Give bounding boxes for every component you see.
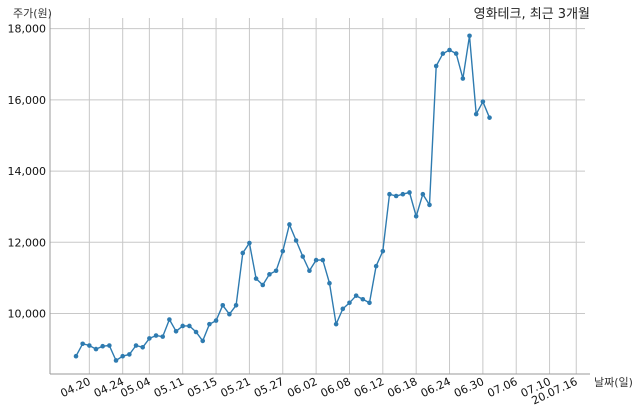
price-series (73, 33, 492, 363)
data-point (387, 191, 392, 197)
data-point (453, 51, 459, 56)
data-point (380, 248, 386, 254)
data-point (440, 51, 446, 56)
data-point (313, 257, 319, 263)
data-point (293, 238, 299, 243)
data-point (360, 296, 366, 302)
data-point (420, 191, 426, 197)
data-point (200, 338, 206, 344)
data-point (280, 248, 286, 254)
data-point (367, 300, 372, 306)
axes (49, 14, 590, 375)
x-tick-label: 06.30 (452, 375, 486, 400)
data-point (413, 213, 419, 219)
data-point (460, 76, 466, 81)
x-tick-label: 06.18 (385, 375, 419, 400)
data-point (207, 321, 212, 327)
data-point (180, 323, 186, 329)
data-point (107, 343, 112, 348)
data-point (327, 280, 332, 286)
data-point (80, 341, 85, 347)
data-point (407, 190, 412, 195)
data-point (433, 63, 439, 69)
data-point (467, 33, 472, 39)
data-point (153, 333, 159, 338)
data-point (233, 302, 239, 308)
data-point (253, 276, 259, 281)
data-point (140, 345, 145, 350)
x-tick-label: 06.02 (285, 375, 319, 400)
data-point (393, 193, 399, 199)
data-point (487, 115, 492, 120)
data-point (347, 300, 352, 306)
data-point (113, 358, 119, 363)
data-point (307, 268, 312, 274)
data-point (373, 263, 379, 269)
y-tick-label: 16,000 (8, 94, 47, 107)
data-point (173, 328, 179, 334)
data-point (160, 334, 166, 339)
x-tick-label: 06.08 (319, 375, 353, 400)
data-point (287, 222, 292, 227)
data-point (267, 272, 272, 277)
data-point (260, 282, 266, 288)
data-point (193, 329, 199, 335)
data-point (167, 317, 172, 322)
data-point (220, 302, 226, 308)
x-tick-label: 06.24 (419, 375, 453, 400)
y-tick-label: 12,000 (8, 236, 47, 249)
y-tick-labels: 10,000 12,000 14,000 16,000 18,000 (8, 23, 47, 321)
data-point (247, 240, 252, 246)
data-point (213, 318, 219, 323)
data-point (400, 191, 406, 197)
x-tick-label: 05.11 (152, 375, 186, 400)
data-point (447, 47, 452, 53)
data-point (187, 323, 192, 329)
data-point (300, 254, 306, 259)
x-tick-label: 04.20 (59, 375, 93, 400)
data-point (353, 293, 359, 298)
data-point (127, 352, 132, 357)
y-tick-label: 10,000 (8, 307, 47, 320)
chart-title: 영화테크, 최근 3개월 (474, 7, 590, 22)
data-point (427, 202, 432, 208)
data-point (87, 343, 92, 348)
y-tick-label: 14,000 (8, 165, 47, 178)
data-point (133, 343, 139, 348)
data-point (120, 353, 125, 359)
x-tick-label: 05.21 (219, 375, 253, 400)
data-point (320, 257, 326, 263)
x-tick-label: 05.04 (119, 375, 153, 400)
data-point (340, 306, 346, 312)
x-tick-label: 05.15 (185, 375, 219, 400)
data-point (93, 346, 99, 352)
x-tick-label: 05.27 (252, 375, 286, 400)
data-point (480, 99, 486, 104)
y-tick-label: 18,000 (8, 23, 47, 36)
data-point (147, 336, 152, 341)
y-axis-title: 주가(원) (13, 7, 52, 20)
data-point (273, 268, 279, 274)
data-point (240, 250, 246, 256)
x-tick-label: 06.12 (352, 375, 386, 400)
data-point (227, 311, 232, 317)
data-point (473, 111, 479, 117)
data-point (333, 321, 339, 327)
grid-lines (50, 18, 585, 374)
x-axis-title: 날짜(일) (594, 375, 633, 389)
data-point (73, 353, 79, 359)
data-point (100, 343, 105, 349)
x-tick-label: 07.06 (485, 375, 519, 400)
